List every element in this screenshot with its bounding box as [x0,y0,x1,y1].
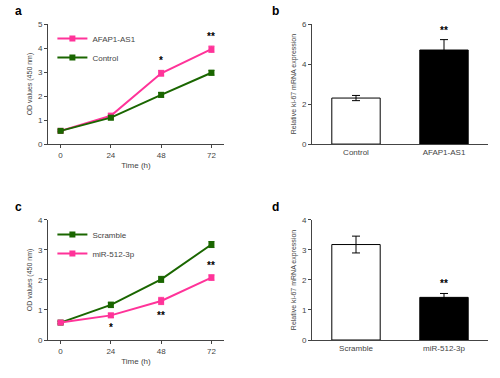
svg-text:**: ** [207,31,215,42]
svg-text:1: 1 [302,306,307,315]
svg-text:5: 5 [38,20,43,29]
svg-text:4: 4 [302,216,307,225]
svg-text:OD values (450 nm): OD values (450 nm) [26,53,34,116]
svg-text:a: a [15,4,22,18]
svg-text:6: 6 [302,20,307,29]
svg-text:3: 3 [302,246,307,255]
svg-text:*: * [109,322,113,333]
svg-text:2: 2 [38,276,43,285]
svg-text:72: 72 [207,347,216,356]
svg-text:Scramble: Scramble [92,231,126,240]
svg-text:48: 48 [157,347,166,356]
svg-text:*: * [159,55,163,66]
svg-text:24: 24 [106,151,115,160]
svg-text:**: ** [207,260,215,271]
svg-text:0: 0 [302,336,307,345]
svg-text:Scramble: Scramble [339,344,373,353]
svg-text:4: 4 [38,216,43,225]
svg-text:miR-512-3p: miR-512-3p [423,344,465,353]
svg-text:d: d [272,200,279,214]
svg-text:0: 0 [58,347,63,356]
svg-text:0: 0 [302,140,307,149]
svg-text:AFAP1-AS1: AFAP1-AS1 [423,148,466,157]
svg-text:0: 0 [38,336,43,345]
svg-text:c: c [15,200,22,214]
svg-text:2: 2 [38,92,43,101]
svg-text:Control: Control [343,148,369,157]
svg-text:4: 4 [38,44,43,53]
svg-text:OD values (450 nm): OD values (450 nm) [26,249,34,312]
svg-text:Time (h): Time (h) [121,161,151,170]
svg-text:**: ** [440,25,448,36]
svg-text:miR-512-3p: miR-512-3p [92,250,134,259]
svg-text:AFAP1-AS1: AFAP1-AS1 [92,35,135,44]
svg-text:**: ** [440,278,448,289]
svg-text:24: 24 [106,347,115,356]
svg-text:3: 3 [38,246,43,255]
svg-text:**: ** [157,310,165,321]
svg-text:0: 0 [38,140,43,149]
svg-text:Time (h): Time (h) [121,357,151,366]
svg-text:Relative ki-67 mRNA expression: Relative ki-67 mRNA expression [290,230,298,330]
svg-text:b: b [272,4,279,18]
svg-text:3: 3 [38,68,43,77]
svg-text:1: 1 [38,116,43,125]
svg-text:4: 4 [302,60,307,69]
svg-text:72: 72 [207,151,216,160]
svg-text:1: 1 [38,306,43,315]
svg-text:Control: Control [92,54,118,63]
svg-text:48: 48 [157,151,166,160]
svg-text:Relative ki-67 mRNA expression: Relative ki-67 mRNA expression [290,34,298,134]
svg-text:2: 2 [302,276,307,285]
svg-text:2: 2 [302,100,307,109]
svg-text:0: 0 [58,151,63,160]
